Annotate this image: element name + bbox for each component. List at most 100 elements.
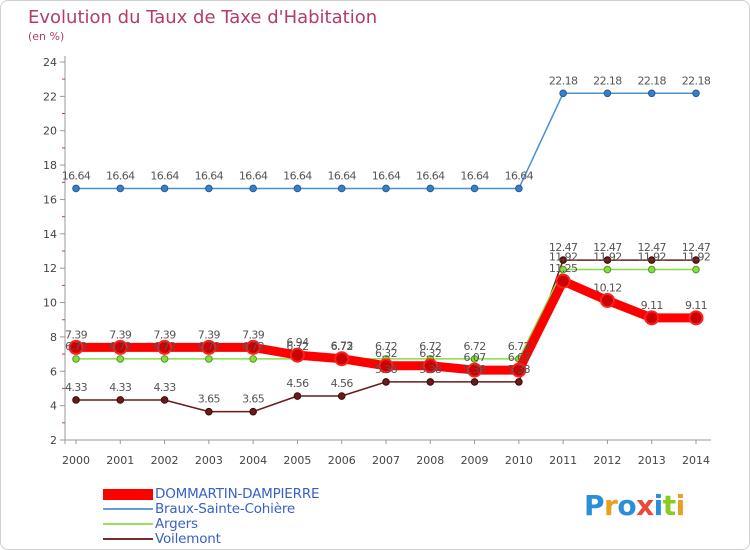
series-0 (68, 273, 704, 378)
y-tick-label: 10 (43, 297, 57, 310)
data-point (68, 339, 84, 355)
data-label: 11.25 (549, 262, 578, 275)
data-label: 4.56 (331, 377, 354, 390)
data-point (116, 355, 125, 363)
data-point (201, 339, 217, 355)
data-point (426, 184, 435, 193)
logo-letter: o (617, 489, 637, 522)
data-point (511, 362, 527, 378)
data-label: 6.07 (508, 351, 531, 364)
data-point (382, 378, 390, 386)
chart-subtitle: (en %) (28, 30, 65, 43)
data-point (470, 378, 479, 386)
data-point (116, 184, 125, 193)
x-tick-label: 2008 (416, 454, 444, 467)
data-point (72, 355, 80, 363)
data-label: 12.47 (637, 241, 666, 254)
data-label: 9.11 (685, 299, 707, 312)
data-label: 16.64 (106, 169, 135, 182)
data-label: 6.94 (286, 336, 309, 349)
y-tick-label: 16 (43, 193, 57, 206)
logo-letter: r (604, 489, 618, 522)
data-label: 7.39 (65, 328, 88, 341)
data-label: 16.64 (195, 169, 224, 182)
series-1 (72, 89, 700, 193)
x-tick-label: 2006 (328, 454, 356, 467)
data-point (160, 355, 169, 363)
data-label: 22.18 (682, 74, 711, 87)
data-point (245, 339, 261, 355)
data-point (467, 362, 483, 378)
data-label: 11.92 (549, 251, 578, 264)
legend-swatch (103, 508, 153, 510)
data-point (157, 339, 173, 355)
x-tick-label: 2007 (372, 454, 400, 467)
y-tick-label: 6 (50, 365, 57, 378)
data-label: 6.72 (331, 340, 353, 353)
data-label: 6.07 (464, 351, 487, 364)
data-point (205, 355, 213, 363)
data-label: 3.65 (198, 393, 221, 406)
data-label: 6.72 (154, 340, 176, 353)
data-label: 7.39 (198, 328, 221, 341)
y-tick-label: 18 (43, 159, 57, 172)
data-label: 6.72 (109, 340, 131, 353)
data-label: 4.33 (154, 381, 177, 394)
legend-label: Argers (155, 516, 198, 532)
series-3 (72, 256, 700, 416)
data-label: 22.18 (637, 74, 666, 87)
legend-swatch (103, 488, 153, 500)
data-point (559, 265, 567, 274)
data-label: 12.47 (549, 241, 578, 254)
data-label: 6.32 (375, 347, 397, 360)
legend-swatch (103, 523, 153, 525)
logo-letter: i (675, 489, 686, 522)
data-point (72, 396, 80, 404)
data-point (112, 339, 128, 355)
data-point (72, 184, 80, 193)
data-point (692, 256, 700, 264)
data-label: 6.72 (286, 340, 308, 353)
data-label: 6.72 (508, 340, 530, 353)
data-label: 16.64 (372, 169, 401, 182)
data-label: 16.64 (62, 169, 91, 182)
x-tick-label: 2011 (549, 454, 577, 467)
logo-letter: i (653, 489, 664, 522)
data-label: 4.33 (109, 381, 132, 394)
y-tick-label: 2 (50, 434, 57, 447)
proxiti-logo: Proxiti (584, 489, 685, 522)
data-point (337, 184, 346, 193)
x-tick-label: 2009 (461, 454, 489, 467)
data-point (293, 392, 302, 400)
data-point (555, 273, 571, 289)
data-point (289, 347, 305, 363)
data-label: 6.72 (419, 340, 441, 353)
data-point (559, 256, 567, 264)
data-point (515, 378, 523, 386)
y-tick-label: 24 (43, 56, 57, 69)
data-label: 3.65 (242, 393, 265, 406)
data-point (382, 184, 390, 193)
data-label: 4.33 (65, 381, 88, 394)
x-tick-label: 2002 (151, 454, 179, 467)
x-tick-label: 2005 (283, 454, 311, 467)
data-label: 7.39 (109, 328, 132, 341)
y-tick-label: 4 (50, 400, 57, 413)
x-tick-label: 2010 (505, 454, 533, 467)
data-label: 7.39 (242, 328, 265, 341)
data-label: 16.64 (327, 169, 356, 182)
data-point (116, 396, 125, 404)
x-tick-label: 2004 (239, 454, 267, 467)
data-point (647, 265, 656, 274)
data-point (337, 392, 346, 400)
data-point (160, 396, 169, 404)
data-point (603, 265, 612, 274)
data-label: 16.64 (416, 169, 445, 182)
data-point (249, 355, 257, 363)
data-point (647, 89, 656, 98)
data-label: 6.72 (464, 340, 486, 353)
y-tick-label: 12 (43, 262, 57, 275)
data-label: 5.38 (419, 363, 442, 376)
